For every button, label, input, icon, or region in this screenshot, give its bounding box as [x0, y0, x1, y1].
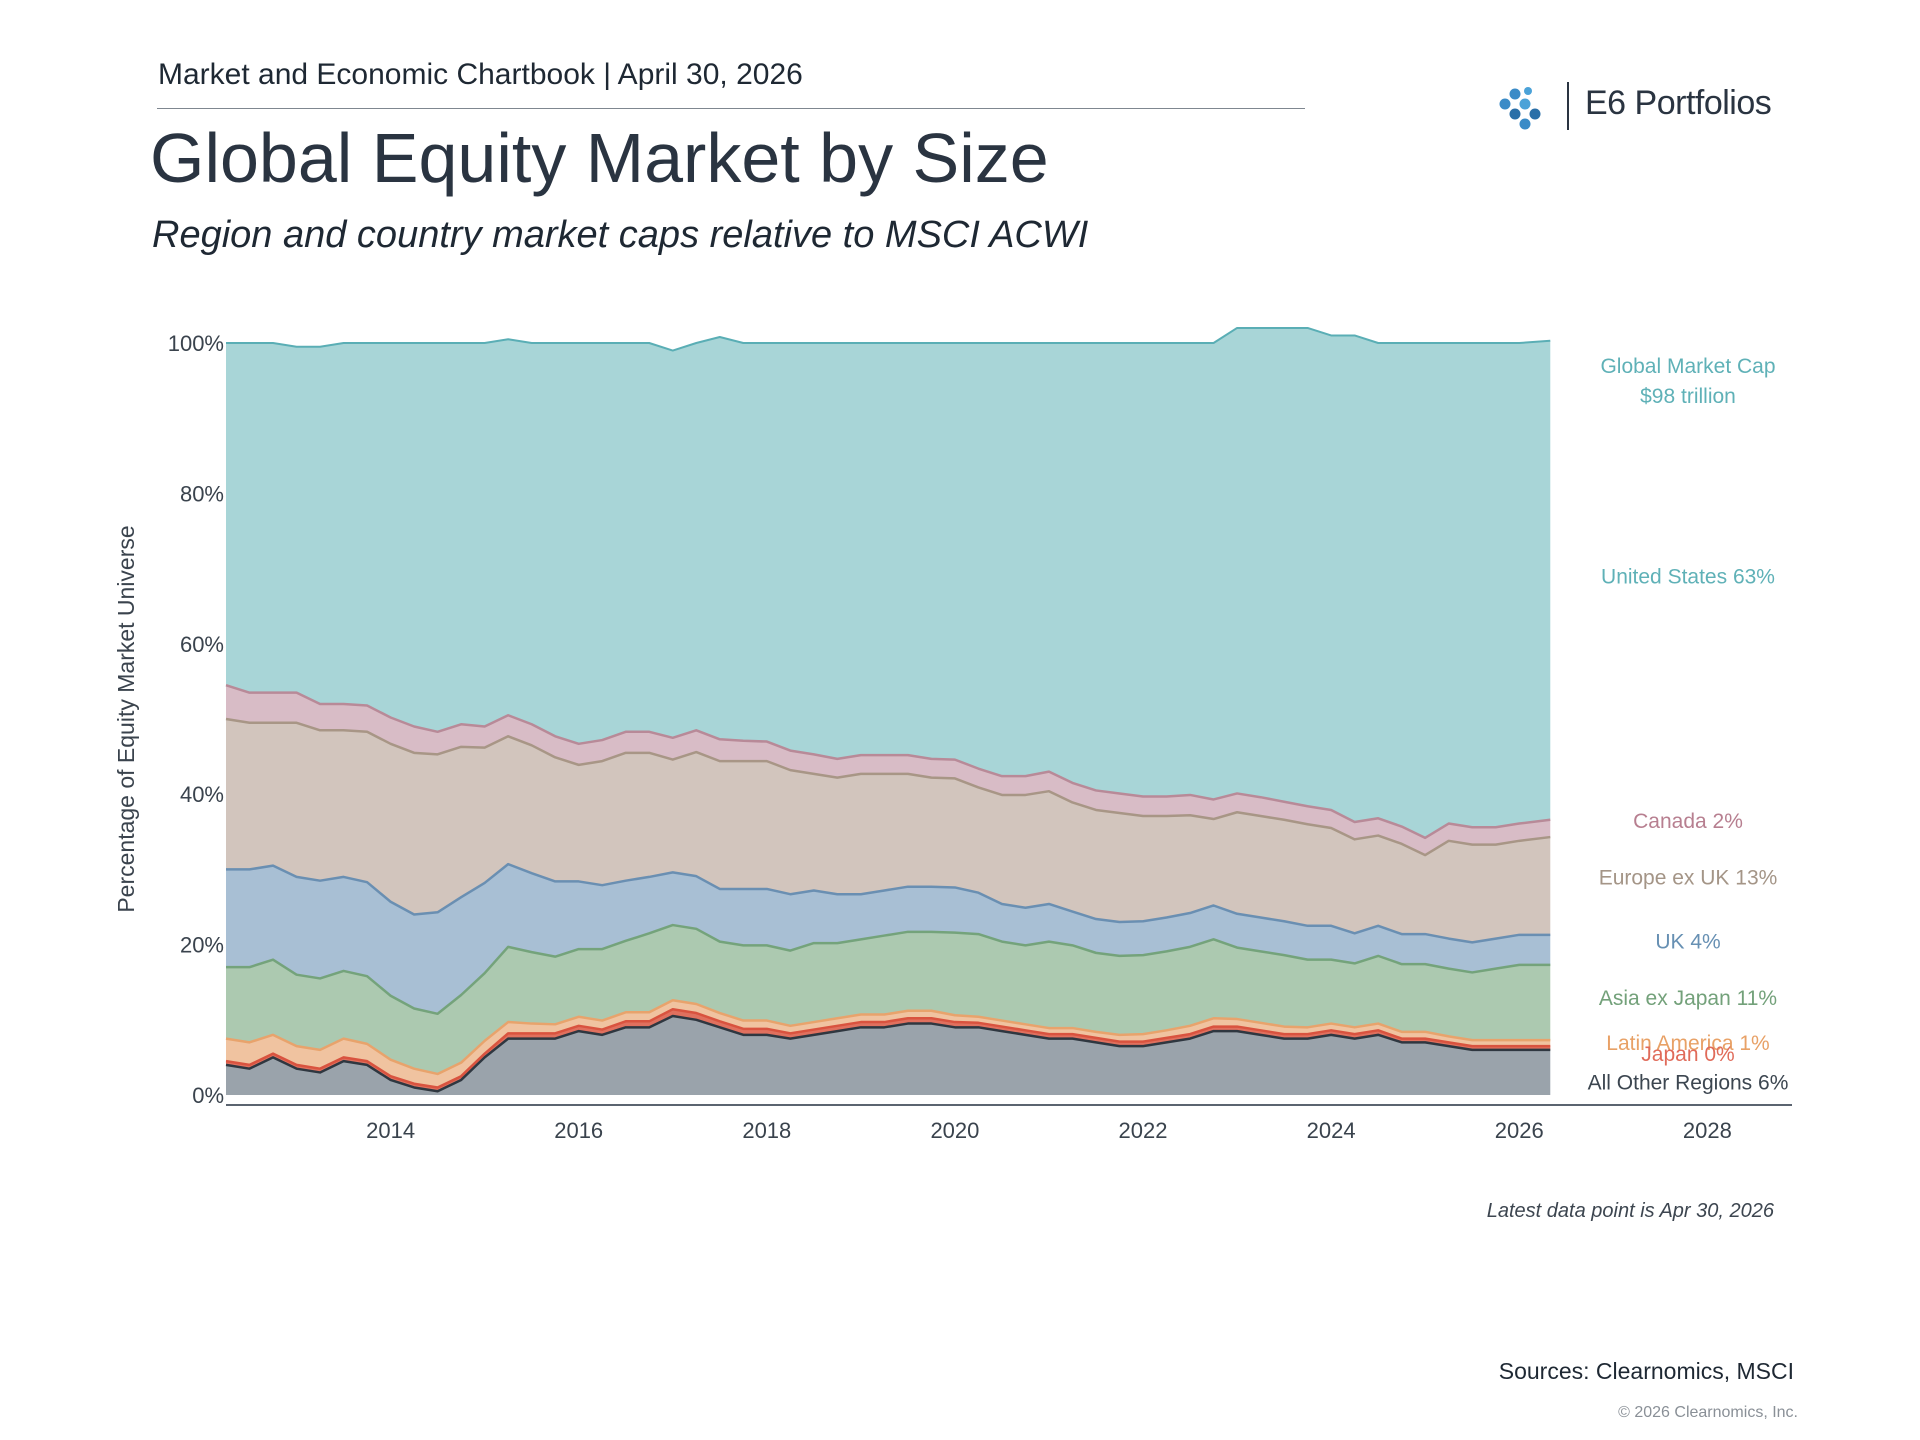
chartbook-header: Market and Economic Chartbook | April 30…	[158, 58, 803, 91]
area-europe_ex_uk	[226, 719, 1551, 943]
page-subtitle: Region and country market caps relative …	[152, 214, 1089, 256]
y-tick-label: 80%	[180, 481, 224, 506]
series-labels: Global Market Cap $98 trillion United Stat…	[1588, 355, 1789, 1095]
series-label-line: Canada 2%	[1633, 810, 1743, 833]
series-label-line: UK 4%	[1655, 930, 1720, 953]
area-asia_ex_japan	[226, 925, 1551, 1074]
series-label-line: All Other Regions 6%	[1588, 1072, 1789, 1095]
area-latin_america	[226, 1000, 1551, 1088]
area-boundaries	[225, 326, 1551, 1093]
area-uk	[226, 864, 1551, 1014]
brand-name: E6 Portfolios	[1585, 84, 1772, 122]
series-label-line: Europe ex UK 13%	[1599, 866, 1778, 889]
header-divider	[157, 108, 1305, 109]
series-label-uk: UK 4%	[1655, 930, 1720, 953]
series-label-latin_america: Latin America 1%	[1606, 1032, 1769, 1055]
line-latin_america	[225, 999, 1551, 1076]
x-tick-label: 2026	[1495, 1118, 1544, 1143]
x-tick-label: 2020	[930, 1118, 979, 1143]
line-europe_ex_uk	[225, 717, 1551, 857]
line-canada	[225, 683, 1551, 840]
copyright-text: © 2026 Clearnomics, Inc.	[1618, 1404, 1798, 1421]
area-united_states	[226, 327, 1551, 838]
y-tick-label: 40%	[180, 782, 224, 807]
series-label-japan: Japan 0%	[1641, 1043, 1734, 1066]
series-label-canada: Canada 2%	[1633, 810, 1743, 833]
y-tick-label: 20%	[180, 933, 224, 958]
series-label-line: Global Market Cap	[1600, 355, 1775, 378]
x-tick-label: 2022	[1119, 1118, 1168, 1143]
x-tick-label: 2014	[366, 1118, 415, 1143]
area-canada	[226, 685, 1551, 856]
y-tick-label: 0%	[192, 1083, 224, 1108]
line-united_states	[226, 326, 1551, 352]
series-label-united_states: United States 63%	[1601, 566, 1775, 589]
series-label-europe_ex_uk: Europe ex UK 13%	[1599, 866, 1778, 889]
brand-logo: E6 Portfolios	[1495, 80, 1795, 136]
y-tick-label: 100%	[168, 331, 224, 356]
line-uk	[226, 862, 1551, 944]
series-label-asia_ex_japan: Asia ex Japan 11%	[1599, 987, 1777, 1010]
series-label-line: Latin America 1%	[1606, 1032, 1769, 1055]
area-layers	[226, 327, 1551, 1095]
y-tick-label: 60%	[180, 632, 224, 657]
logo-mark-icon	[1499, 87, 1541, 130]
line-all_other_regions	[225, 1014, 1551, 1093]
x-tick-label: 2018	[742, 1118, 791, 1143]
x-tick-label: 2024	[1307, 1118, 1356, 1143]
series-label-line: United States 63%	[1601, 566, 1775, 589]
area-all_other_regions	[226, 1016, 1551, 1095]
series-label-line: $98 trillion	[1640, 385, 1736, 408]
axes: 0% 20% 40% 60% 80% 100% 2014 2016 2018 2020 2022 20…	[113, 331, 1792, 1143]
area-japan	[226, 1009, 1551, 1092]
series-label-all_other_regions: All Other Regions 6%	[1588, 1072, 1789, 1095]
x-tick-label: 2016	[554, 1118, 603, 1143]
series-label-united_states: Global Market Cap $98 trillion	[1600, 355, 1775, 408]
series-label-line: Japan 0%	[1641, 1043, 1734, 1066]
latest-data-note: Latest data point is Apr 30, 2026	[1486, 1200, 1774, 1222]
line-japan	[225, 1008, 1551, 1089]
x-tick-label: 2028	[1683, 1118, 1732, 1143]
y-axis-label: Percentage of Equity Market Universe	[113, 525, 139, 912]
logo-divider	[1567, 82, 1569, 130]
sources-text: Sources: Clearnomics, MSCI	[1498, 1358, 1794, 1384]
series-label-line: Asia ex Japan 11%	[1599, 987, 1777, 1010]
page-title: Global Equity Market by Size	[150, 119, 1049, 197]
line-asia_ex_japan	[226, 923, 1551, 1016]
